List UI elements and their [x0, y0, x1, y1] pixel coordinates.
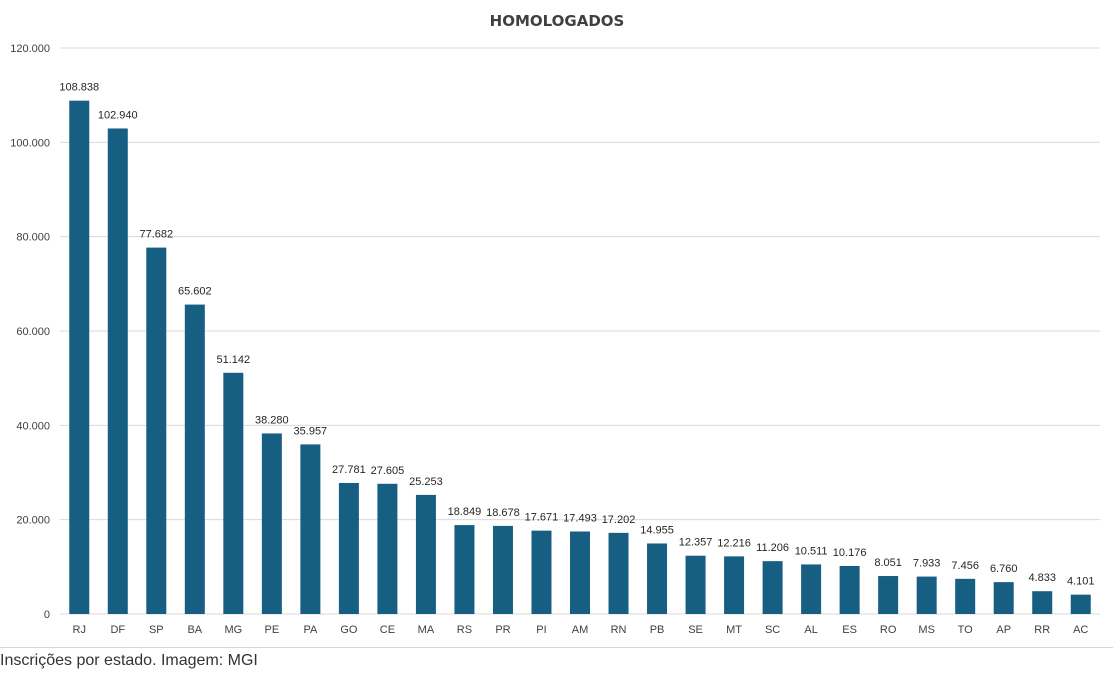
data-label-rs: 18.849: [448, 506, 482, 518]
bar-rr: [1032, 591, 1053, 614]
bar-sc: [762, 561, 783, 614]
category-label-pe: PE: [265, 624, 280, 636]
data-label-ce: 27.605: [371, 465, 405, 477]
bar-es: [839, 566, 860, 614]
data-label-pa: 35.957: [294, 425, 328, 437]
data-label-mt: 12.216: [717, 537, 751, 549]
x-axis-category-labels: RJ DF SP BA MG PE PA GO CE MA RS PR PI AM RN PB SE MT SC AL…: [73, 624, 1089, 636]
bar-ro: [878, 576, 899, 614]
data-label-se: 12.357: [679, 537, 713, 549]
data-label-al: 10.511: [795, 545, 828, 557]
bar-ba: [184, 304, 205, 614]
category-label-sc: SC: [765, 624, 780, 636]
category-label-es: ES: [842, 624, 857, 636]
bar-se: [685, 555, 706, 614]
category-label-al: AL: [804, 624, 817, 636]
category-label-rs: RS: [457, 624, 472, 636]
bar-ac: [1070, 594, 1091, 614]
category-label-ro: RO: [880, 624, 897, 636]
data-label-df: 102.940: [98, 109, 138, 121]
data-label-sc: 11.206: [756, 542, 789, 554]
category-label-sp: SP: [149, 624, 164, 636]
data-label-rj: 108.838: [59, 82, 99, 94]
bar-pb: [647, 543, 668, 614]
category-label-to: TO: [958, 624, 974, 636]
data-label-go: 27.781: [332, 464, 366, 476]
category-label-pa: PA: [303, 624, 318, 636]
category-label-df: DF: [110, 624, 125, 636]
bar-al: [801, 564, 822, 614]
bar-go: [338, 482, 359, 614]
bar-pr: [492, 525, 513, 614]
category-label-ap: AP: [996, 624, 1011, 636]
data-label-sp: 77.682: [139, 229, 173, 241]
category-label-ce: CE: [380, 624, 395, 636]
category-label-rj: RJ: [73, 624, 86, 636]
data-label-ap: 6.760: [990, 563, 1018, 575]
data-label-ma: 25.253: [409, 476, 443, 488]
data-label-rn: 17.202: [602, 514, 636, 526]
gridlines: [60, 47, 1100, 615]
bar-mt: [724, 556, 745, 614]
bar-rs: [454, 525, 475, 614]
category-label-rn: RN: [611, 624, 627, 636]
bar-rn: [608, 532, 629, 614]
category-label-mt: MT: [726, 624, 742, 636]
chart-title: HOMOLOGADOS: [490, 12, 625, 30]
category-label-am: AM: [572, 624, 589, 636]
data-label-ac: 4.101: [1067, 576, 1095, 588]
bar-ma: [415, 494, 436, 614]
bar-ce: [377, 483, 398, 614]
category-label-ac: AC: [1073, 624, 1088, 636]
bar-rj: [69, 100, 90, 614]
category-label-ba: BA: [187, 624, 202, 636]
bar-am: [570, 531, 590, 614]
data-label-ro: 8.051: [874, 557, 902, 569]
bar-pa: [300, 444, 321, 614]
category-label-mg: MG: [224, 624, 242, 636]
data-label-es: 10.176: [833, 547, 867, 559]
bar-pi: [531, 530, 552, 614]
y-axis-tick-labels: 0 20.000 40.000 60.000 80.000 100.000 120.000: [10, 43, 50, 621]
category-label-pr: PR: [495, 624, 510, 636]
image-caption: Inscrições por estado. Imagem: MGI: [0, 652, 258, 669]
data-label-ms: 7.933: [913, 558, 941, 570]
bar-ms: [916, 576, 937, 614]
category-label-ma: MA: [418, 624, 435, 636]
bar-ap: [993, 582, 1014, 614]
category-label-ms: MS: [918, 624, 935, 636]
data-label-to: 7.456: [951, 560, 979, 572]
data-label-pe: 38.280: [255, 414, 289, 426]
y-tick-label: 60.000: [16, 326, 50, 338]
bar-sp: [146, 247, 167, 614]
y-tick-label: 80.000: [16, 232, 50, 244]
bar-to: [955, 578, 976, 614]
y-tick-label: 100.000: [10, 137, 50, 149]
chart-frame: 0 20.000 40.000 60.000 80.000 100.000 120.000 …: [0, 12, 1113, 648]
data-label-am: 17.493: [563, 512, 597, 524]
bar-mg: [223, 372, 244, 614]
data-label-ba: 65.602: [178, 286, 212, 298]
data-label-mg: 51.142: [217, 354, 251, 366]
category-label-pi: PI: [536, 624, 546, 636]
category-label-go: GO: [340, 624, 358, 636]
bar-pe: [261, 433, 282, 614]
category-label-pb: PB: [650, 624, 665, 636]
y-tick-label: 40.000: [16, 420, 50, 432]
category-label-rr: RR: [1034, 624, 1050, 636]
data-label-rr: 4.833: [1028, 572, 1056, 584]
y-tick-label: 20.000: [16, 515, 50, 527]
bar-chart: 020.00040.00060.00080.000100.000120.000 …: [10, 12, 1100, 636]
y-tick-label: 120.000: [10, 43, 50, 55]
bars: [69, 100, 1091, 614]
data-label-pr: 18.678: [486, 507, 520, 519]
bar-df: [107, 128, 128, 614]
data-labels: 108.838 102.940 77.682 65.602 51.142 38.280 35…: [59, 82, 1094, 588]
y-tick-label: 0: [44, 609, 50, 621]
category-label-se: SE: [688, 624, 703, 636]
data-label-pb: 14.955: [640, 524, 674, 536]
data-label-pi: 17.671: [525, 512, 559, 524]
